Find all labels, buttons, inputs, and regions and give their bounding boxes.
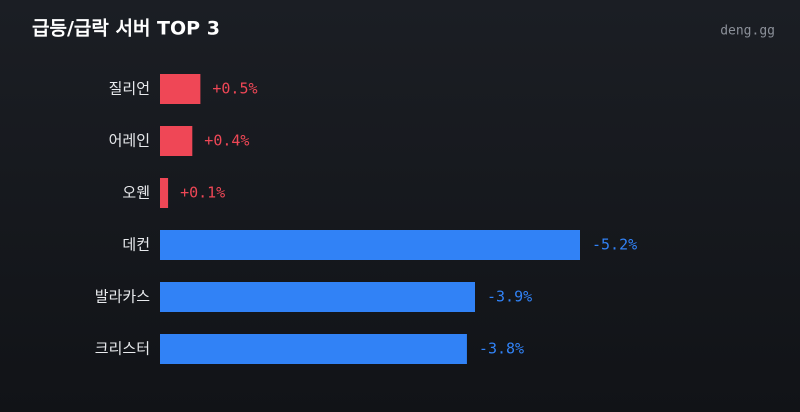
bar [160,74,201,104]
category-label: 어레인 [109,132,150,150]
bar [160,334,467,364]
category-label: 발라카스 [95,288,150,306]
bar [160,178,169,208]
value-label: -3.8% [479,340,524,358]
chart-title: 급등/급락 서버 TOP 3 [32,18,220,40]
category-label: 크리스터 [95,340,150,358]
value-label: -5.2% [592,236,637,254]
category-label: 데컨 [122,236,150,254]
value-label: -3.9% [487,288,532,306]
category-label: 오웬 [122,184,150,202]
bar [160,126,193,156]
source: deng.gg [720,24,775,39]
value-label: +0.5% [212,80,257,98]
category-label: 질리언 [109,80,150,98]
value-label: +0.1% [180,184,225,202]
value-label: +0.4% [204,132,249,150]
bar [160,282,475,312]
bar [160,230,580,260]
